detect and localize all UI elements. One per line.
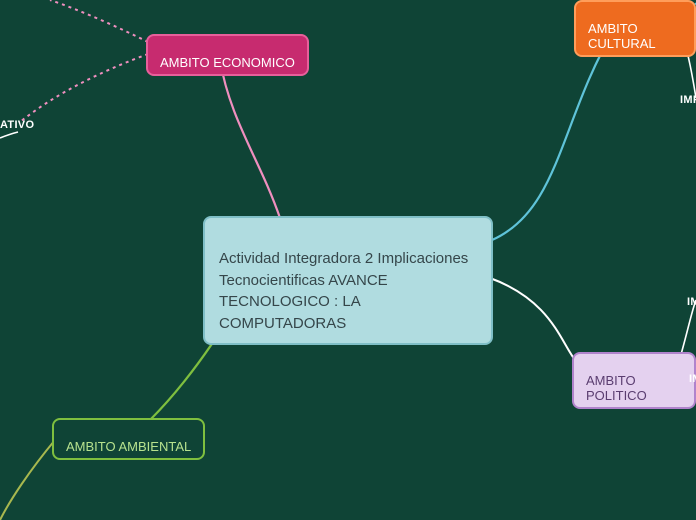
fragment-negativo: ATIVO [0,119,34,131]
node-economico[interactable]: AMBITO ECONOMICO [146,34,309,76]
node-economico-label: AMBITO ECONOMICO [160,55,295,70]
node-ambiental-label: AMBITO AMBIENTAL [66,439,191,454]
edge-economico-branch-top [50,0,148,42]
edge-politico [490,278,575,360]
edge-politico-branch-1 [680,300,696,358]
edge-economico-branch-neg [20,54,148,122]
node-cultural[interactable]: AMBITO CULTURAL [574,0,696,57]
mindmap-canvas: Actividad Integradora 2 Implicaciones Te… [0,0,696,520]
edge-cultural [492,28,615,240]
node-politico-label: AMBITO POLITICO [586,373,647,403]
fragment-im1: IM [687,296,696,308]
edge-negativo-out [0,132,18,138]
fragment-im2: IM [689,373,696,385]
fragment-impa: IMPA [680,94,696,106]
edge-ambiental-branch [0,440,55,520]
node-ambiental[interactable]: AMBITO AMBIENTAL [52,418,205,460]
node-politico[interactable]: AMBITO POLITICO [572,352,696,409]
central-topic[interactable]: Actividad Integradora 2 Implicaciones Te… [203,216,493,345]
node-cultural-label: AMBITO CULTURAL [588,21,656,51]
edge-economico [220,60,280,218]
central-topic-text: Actividad Integradora 2 Implicaciones Te… [219,250,468,332]
